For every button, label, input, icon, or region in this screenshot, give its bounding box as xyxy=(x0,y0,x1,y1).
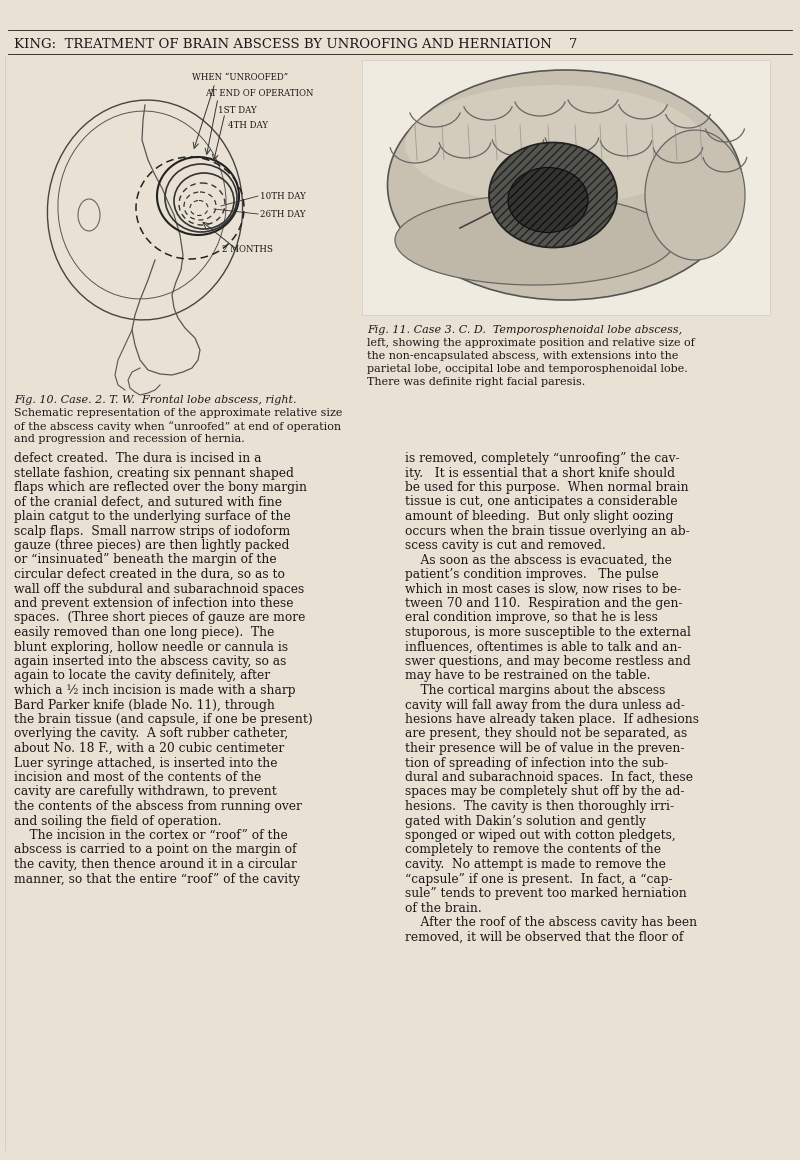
Text: influences, oftentimes is able to talk and an-: influences, oftentimes is able to talk a… xyxy=(405,640,682,653)
Text: about No. 18 F., with a 20 cubic centimeter: about No. 18 F., with a 20 cubic centime… xyxy=(14,742,284,755)
Text: sule” tends to prevent too marked herniation: sule” tends to prevent too marked hernia… xyxy=(405,887,686,900)
Text: dural and subarachnoid spaces.  In fact, these: dural and subarachnoid spaces. In fact, … xyxy=(405,771,693,784)
Text: again inserted into the abscess cavity, so as: again inserted into the abscess cavity, … xyxy=(14,655,286,668)
Text: stuporous, is more susceptible to the external: stuporous, is more susceptible to the ex… xyxy=(405,626,691,639)
Ellipse shape xyxy=(405,85,705,205)
Text: defect created.  The dura is incised in a: defect created. The dura is incised in a xyxy=(14,452,262,465)
Text: Bard Parker knife (blade No. 11), through: Bard Parker knife (blade No. 11), throug… xyxy=(14,698,275,711)
Text: KING:  TREATMENT OF BRAIN ABSCESS BY UNROOFING AND HERNIATION    7: KING: TREATMENT OF BRAIN ABSCESS BY UNRO… xyxy=(14,38,578,51)
Text: 10TH DAY: 10TH DAY xyxy=(260,193,306,201)
Text: AT END OF OPERATION: AT END OF OPERATION xyxy=(205,89,314,97)
Text: occurs when the brain tissue overlying an ab-: occurs when the brain tissue overlying a… xyxy=(405,524,690,537)
Text: Fig. 11. Case 3. C. D.  Temporosphenoidal lobe abscess,: Fig. 11. Case 3. C. D. Temporosphenoidal… xyxy=(367,325,682,335)
Text: sponged or wiped out with cotton pledgets,: sponged or wiped out with cotton pledget… xyxy=(405,829,676,842)
Text: manner, so that the entire “roof” of the cavity: manner, so that the entire “roof” of the… xyxy=(14,872,300,885)
Text: tissue is cut, one anticipates a considerable: tissue is cut, one anticipates a conside… xyxy=(405,495,678,508)
Text: As soon as the abscess is evacuated, the: As soon as the abscess is evacuated, the xyxy=(405,553,672,566)
Text: the non-encapsulated abscess, with extensions into the: the non-encapsulated abscess, with exten… xyxy=(367,351,678,361)
Text: completely to remove the contents of the: completely to remove the contents of the xyxy=(405,843,661,856)
Text: wall off the subdural and subarachnoid spaces: wall off the subdural and subarachnoid s… xyxy=(14,582,304,595)
Text: removed, it will be observed that the floor of: removed, it will be observed that the fl… xyxy=(405,930,683,943)
Text: tion of spreading of infection into the sub-: tion of spreading of infection into the … xyxy=(405,756,668,769)
Text: parietal lobe, occipital lobe and temporosphenoidal lobe.: parietal lobe, occipital lobe and tempor… xyxy=(367,364,688,374)
Text: the cavity, then thence around it in a circular: the cavity, then thence around it in a c… xyxy=(14,858,297,871)
Text: overlying the cavity.  A soft rubber catheter,: overlying the cavity. A soft rubber cath… xyxy=(14,727,288,740)
Text: Fig. 10. Case. 2. T. W.  Frontal lobe abscess, right.: Fig. 10. Case. 2. T. W. Frontal lobe abs… xyxy=(14,396,297,405)
Text: abscess is carried to a point on the margin of: abscess is carried to a point on the mar… xyxy=(14,843,297,856)
Ellipse shape xyxy=(645,130,745,260)
Text: which a ½ inch incision is made with a sharp: which a ½ inch incision is made with a s… xyxy=(14,684,295,697)
Text: scess cavity is cut and removed.: scess cavity is cut and removed. xyxy=(405,539,606,552)
Text: be used for this purpose.  When normal brain: be used for this purpose. When normal br… xyxy=(405,481,689,494)
Text: spaces.  (Three short pieces of gauze are more: spaces. (Three short pieces of gauze are… xyxy=(14,611,306,624)
Text: of the brain.: of the brain. xyxy=(405,901,482,914)
Text: and soiling the field of operation.: and soiling the field of operation. xyxy=(14,814,222,827)
Text: WHEN “UNROOFED”: WHEN “UNROOFED” xyxy=(192,73,288,82)
Text: The cortical margins about the abscess: The cortical margins about the abscess xyxy=(405,684,666,697)
Text: gated with Dakin’s solution and gently: gated with Dakin’s solution and gently xyxy=(405,814,646,827)
Text: easily removed than one long piece).  The: easily removed than one long piece). The xyxy=(14,626,274,639)
Text: 26TH DAY: 26TH DAY xyxy=(260,210,306,219)
Text: stellate fashion, creating six pennant shaped: stellate fashion, creating six pennant s… xyxy=(14,466,294,479)
Text: circular defect created in the dura, so as to: circular defect created in the dura, so … xyxy=(14,568,285,581)
Text: of the cranial defect, and sutured with fine: of the cranial defect, and sutured with … xyxy=(14,495,282,508)
Text: tween 70 and 110.  Respiration and the gen-: tween 70 and 110. Respiration and the ge… xyxy=(405,597,682,610)
Text: Luer syringe attached, is inserted into the: Luer syringe attached, is inserted into … xyxy=(14,756,278,769)
Text: cavity will fall away from the dura unless ad-: cavity will fall away from the dura unle… xyxy=(405,698,685,711)
Text: again to locate the cavity definitely, after: again to locate the cavity definitely, a… xyxy=(14,669,270,682)
Ellipse shape xyxy=(395,195,675,285)
Text: plain catgut to the underlying surface of the: plain catgut to the underlying surface o… xyxy=(14,510,290,523)
Text: the brain tissue (and capsule, if one be present): the brain tissue (and capsule, if one be… xyxy=(14,713,313,726)
Text: amount of bleeding.  But only slight oozing: amount of bleeding. But only slight oozi… xyxy=(405,510,674,523)
Text: or “insinuated” beneath the margin of the: or “insinuated” beneath the margin of th… xyxy=(14,553,277,566)
Text: Schematic representation of the approximate relative size: Schematic representation of the approxim… xyxy=(14,408,342,418)
Text: The incision in the cortex or “roof” of the: The incision in the cortex or “roof” of … xyxy=(14,829,288,842)
Text: eral condition improve, so that he is less: eral condition improve, so that he is le… xyxy=(405,611,658,624)
Text: are present, they should not be separated, as: are present, they should not be separate… xyxy=(405,727,687,740)
Text: may have to be restrained on the table.: may have to be restrained on the table. xyxy=(405,669,650,682)
Text: 1ST DAY: 1ST DAY xyxy=(218,106,257,115)
Text: “capsule” if one is present.  In fact, a “cap-: “capsule” if one is present. In fact, a … xyxy=(405,872,673,885)
Text: After the roof of the abscess cavity has been: After the roof of the abscess cavity has… xyxy=(405,916,697,929)
Ellipse shape xyxy=(387,70,742,300)
Text: their presence will be of value in the preven-: their presence will be of value in the p… xyxy=(405,742,685,755)
Text: scalp flaps.  Small narrow strips of iodoform: scalp flaps. Small narrow strips of iodo… xyxy=(14,524,290,537)
Text: 2 MONTHS: 2 MONTHS xyxy=(222,245,273,254)
Text: patient’s condition improves.   The pulse: patient’s condition improves. The pulse xyxy=(405,568,658,581)
Text: and prevent extension of infection into these: and prevent extension of infection into … xyxy=(14,597,294,610)
Text: cavity are carefully withdrawn, to prevent: cavity are carefully withdrawn, to preve… xyxy=(14,785,277,798)
Text: and progression and recession of hernia.: and progression and recession of hernia. xyxy=(14,434,245,444)
Text: blunt exploring, hollow needle or cannula is: blunt exploring, hollow needle or cannul… xyxy=(14,640,288,653)
Text: hesions.  The cavity is then thoroughly irri-: hesions. The cavity is then thoroughly i… xyxy=(405,800,674,813)
Text: hesions have already taken place.  If adhesions: hesions have already taken place. If adh… xyxy=(405,713,699,726)
Text: which in most cases is slow, now rises to be-: which in most cases is slow, now rises t… xyxy=(405,582,682,595)
Text: ity.   It is essential that a short knife should: ity. It is essential that a short knife … xyxy=(405,466,675,479)
Text: the contents of the abscess from running over: the contents of the abscess from running… xyxy=(14,800,302,813)
Text: gauze (three pieces) are then lightly packed: gauze (three pieces) are then lightly pa… xyxy=(14,539,290,552)
Text: is removed, completely “unroofing” the cav-: is removed, completely “unroofing” the c… xyxy=(405,452,680,465)
Text: of the abscess cavity when “unroofed” at end of operation: of the abscess cavity when “unroofed” at… xyxy=(14,421,341,432)
Ellipse shape xyxy=(489,143,617,247)
Text: spaces may be completely shut off by the ad-: spaces may be completely shut off by the… xyxy=(405,785,685,798)
Bar xyxy=(362,60,770,316)
Text: flaps which are reflected over the bony margin: flaps which are reflected over the bony … xyxy=(14,481,307,494)
Text: There was definite right facial paresis.: There was definite right facial paresis. xyxy=(367,377,586,387)
Text: cavity.  No attempt is made to remove the: cavity. No attempt is made to remove the xyxy=(405,858,666,871)
Text: swer questions, and may become restless and: swer questions, and may become restless … xyxy=(405,655,690,668)
Text: 4TH DAY: 4TH DAY xyxy=(228,121,268,130)
Ellipse shape xyxy=(508,167,588,232)
Text: incision and most of the contents of the: incision and most of the contents of the xyxy=(14,771,262,784)
Text: left, showing the approximate position and relative size of: left, showing the approximate position a… xyxy=(367,338,694,348)
